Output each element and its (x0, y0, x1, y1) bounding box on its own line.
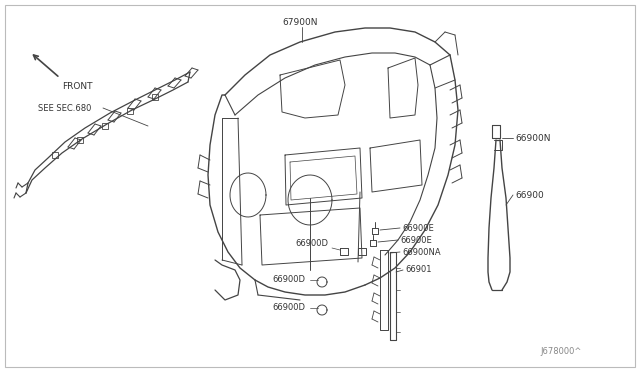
Bar (52, 152, 58, 158)
Text: 66900D: 66900D (272, 304, 305, 312)
Bar (152, 94, 158, 100)
Text: FRONT: FRONT (62, 82, 93, 91)
Text: 66900E: 66900E (402, 224, 434, 232)
Text: 67900N: 67900N (282, 17, 317, 26)
Text: 66900D: 66900D (295, 238, 328, 247)
Text: 66900D: 66900D (272, 276, 305, 285)
Text: 66900N: 66900N (515, 134, 550, 142)
Text: SEE SEC.680: SEE SEC.680 (38, 103, 92, 112)
Bar (102, 123, 108, 129)
Text: J678000^: J678000^ (540, 347, 581, 356)
Text: 66900NA: 66900NA (402, 247, 440, 257)
Text: 66900: 66900 (515, 190, 544, 199)
Text: 66901: 66901 (405, 266, 431, 275)
Text: 66900E: 66900E (400, 235, 432, 244)
Bar (127, 108, 133, 114)
Bar (77, 137, 83, 143)
